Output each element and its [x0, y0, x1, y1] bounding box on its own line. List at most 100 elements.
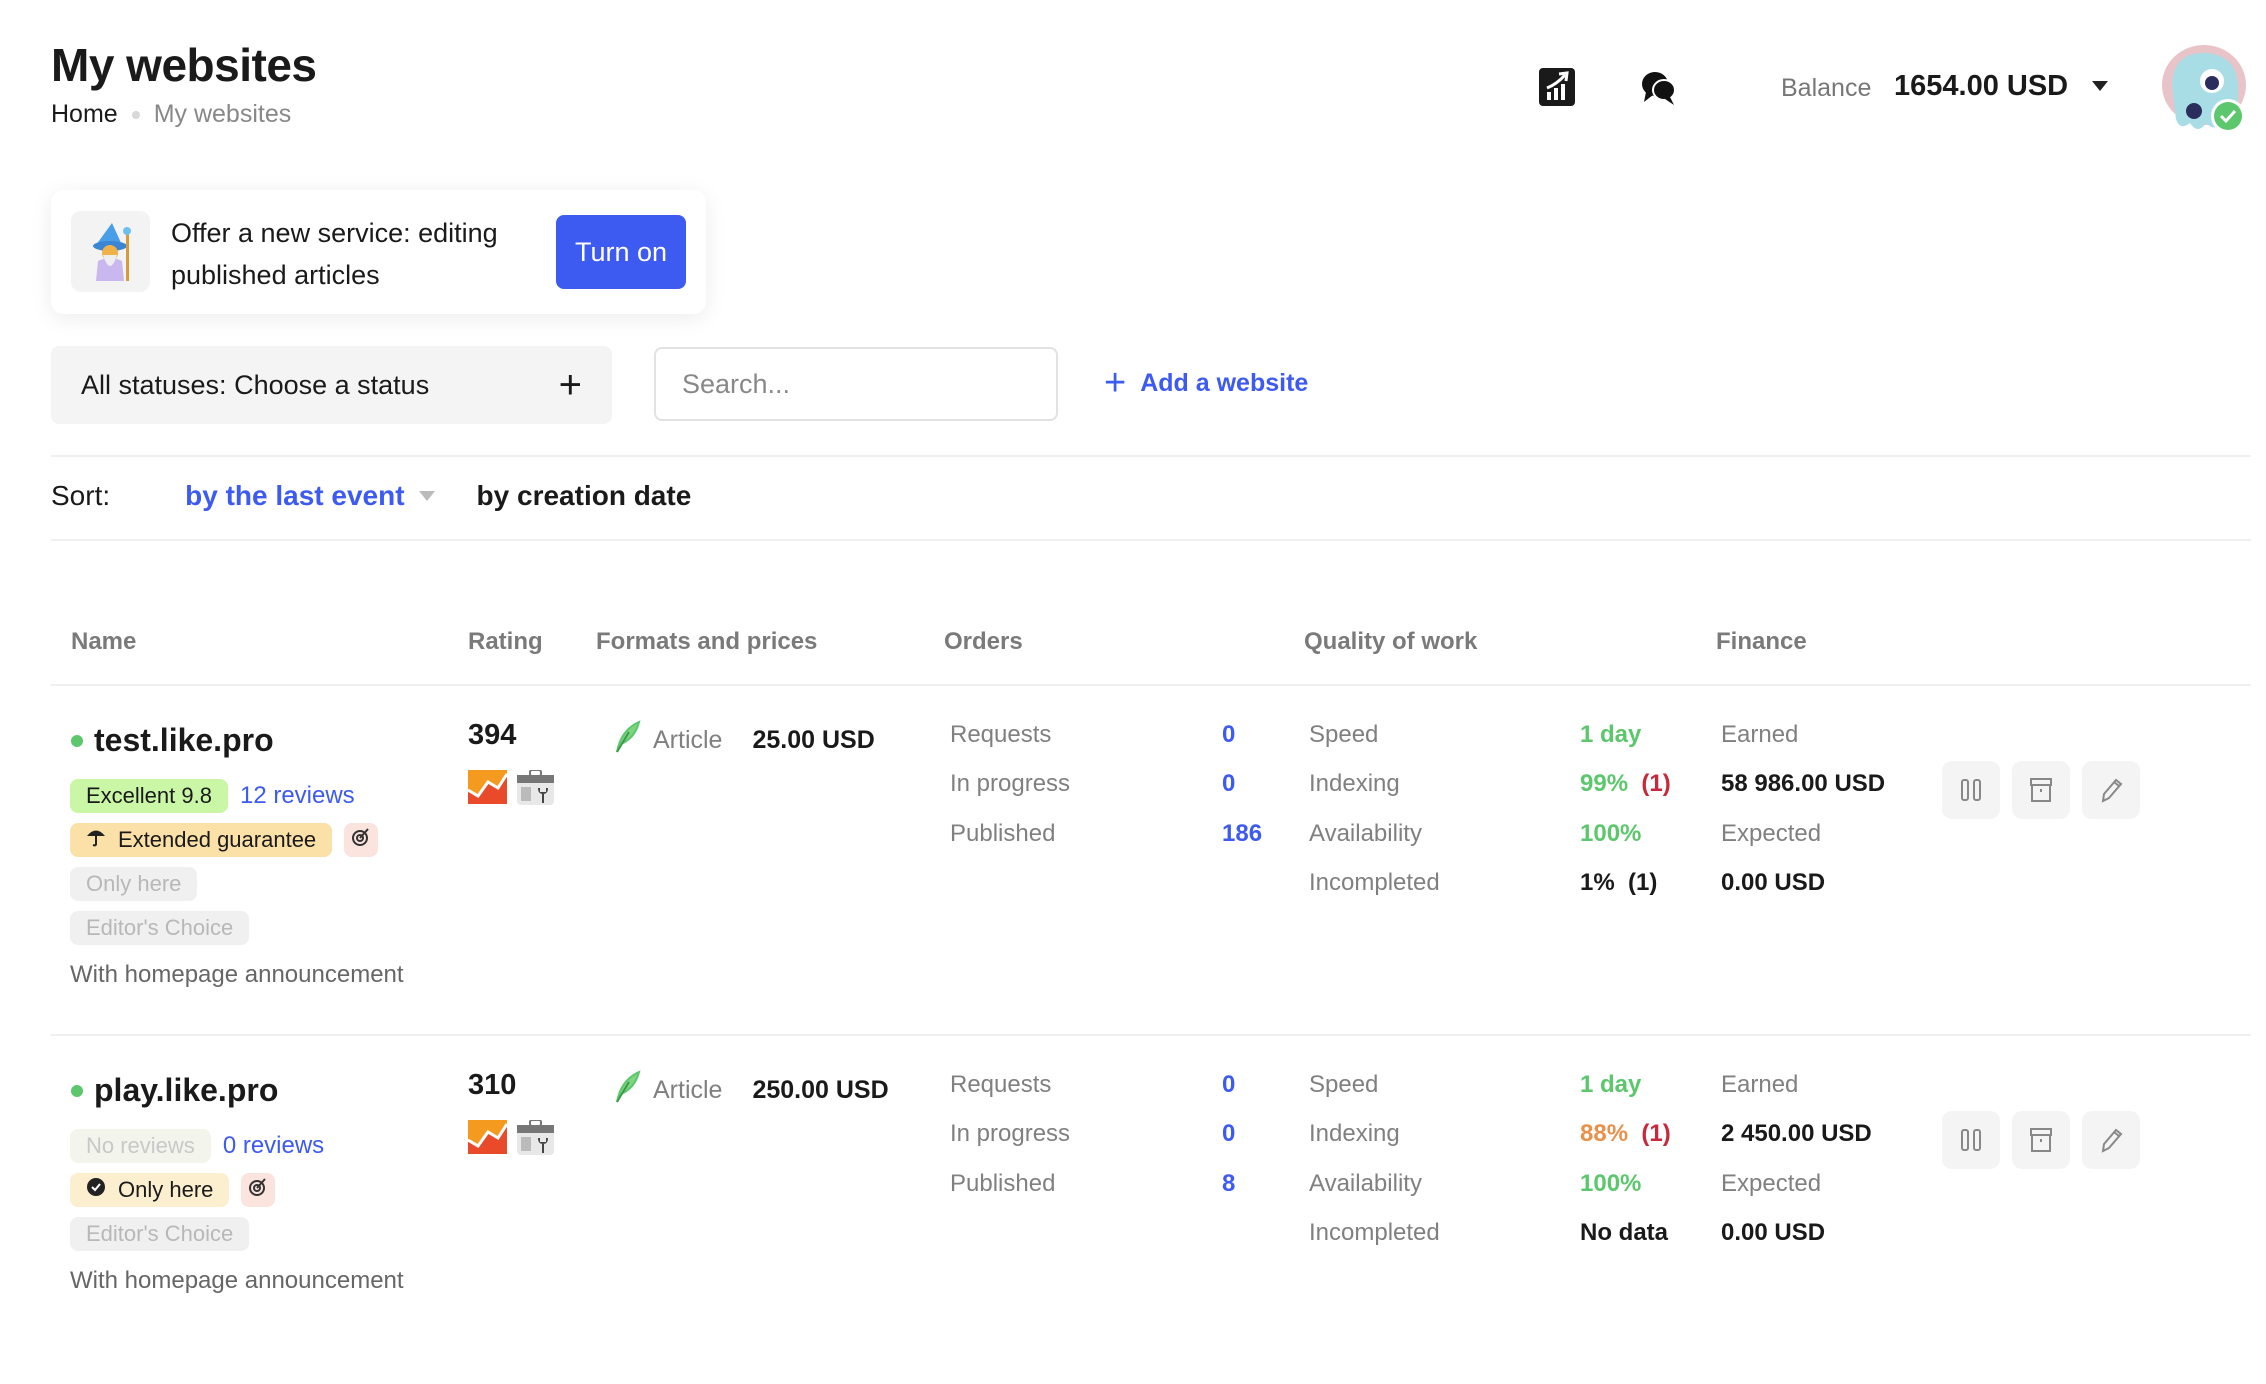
- breadcrumb-separator: [131, 110, 140, 119]
- status-filter[interactable]: All statuses: Choose a status +: [51, 346, 612, 424]
- wizard-icon: [71, 211, 150, 292]
- orders-published-label: Published: [950, 820, 1056, 847]
- only-here-badge: Only here: [70, 867, 198, 901]
- promo-text: Offer a new service: editing published a…: [171, 218, 498, 290]
- chat-icon[interactable]: [1640, 70, 1678, 111]
- availability-value: 100%: [1580, 820, 1642, 847]
- breadcrumb-home[interactable]: Home: [51, 100, 118, 128]
- orders-in-progress-value[interactable]: 0: [1222, 770, 1236, 797]
- site-name[interactable]: play.like.pro: [94, 1072, 279, 1108]
- search-input[interactable]: [654, 347, 1058, 421]
- guarantee-badge: Extended guarantee: [70, 823, 333, 857]
- orders-requests-label: Requests: [950, 1071, 1052, 1098]
- availability-value: 100%: [1580, 1170, 1642, 1197]
- homepage-announcement: With homepage announcement: [70, 1267, 404, 1294]
- table-row: test.like.pro Excellent 9.8 12 reviews E…: [0, 684, 2266, 1034]
- balance-label: Balance: [1781, 74, 1872, 102]
- target-badge: [344, 823, 379, 857]
- expected-value: 0.00 USD: [1721, 869, 1826, 896]
- divider: [51, 1034, 2251, 1036]
- pause-button[interactable]: [1942, 1111, 2000, 1169]
- analytics-icon[interactable]: [467, 1120, 509, 1161]
- earned-value: 2 450.00 USD: [1721, 1120, 1872, 1147]
- turn-on-button[interactable]: Turn on: [556, 215, 686, 289]
- indexing-value: 99%: [1580, 770, 1629, 797]
- indexing-count: (1): [1641, 1120, 1671, 1147]
- edit-button[interactable]: [2082, 1111, 2140, 1169]
- edit-button[interactable]: [2082, 761, 2140, 819]
- reviews-link[interactable]: 12 reviews: [239, 782, 355, 809]
- add-website-label: Add a website: [1140, 368, 1309, 397]
- add-website-button[interactable]: + Add a website: [1104, 364, 1308, 402]
- orders-published-value[interactable]: 186: [1222, 820, 1263, 847]
- sort-label: Sort:: [51, 480, 111, 511]
- pencil-icon: [2101, 778, 2123, 803]
- archive-button[interactable]: [2012, 1111, 2070, 1169]
- sort-by-last-event[interactable]: by the last event: [185, 480, 405, 511]
- webmaster-tools-icon[interactable]: [516, 1119, 555, 1161]
- divider: [51, 539, 2251, 541]
- format-name: Article: [653, 726, 723, 754]
- orders-requests-value[interactable]: 0: [1222, 721, 1236, 748]
- rating-badge: Excellent 9.8: [70, 779, 228, 813]
- incompleted-label: Incompleted: [1309, 869, 1440, 896]
- editors-choice-badge: Editor's Choice: [70, 911, 250, 945]
- column-header-name: Name: [71, 628, 137, 655]
- site-name[interactable]: test.like.pro: [94, 722, 274, 758]
- expected-label: Expected: [1721, 1170, 1822, 1197]
- statistics-icon[interactable]: [1539, 68, 1575, 111]
- rating-value: 394: [468, 719, 517, 751]
- webmaster-tools-icon[interactable]: [516, 769, 555, 811]
- column-header-finance: Finance: [1716, 628, 1807, 655]
- sort-bar: Sort: by the last event by creation date: [51, 480, 691, 512]
- pencil-icon: [2101, 1128, 2123, 1153]
- badges: Excellent 9.8 12 reviews Extended guaran…: [70, 779, 404, 989]
- avatar[interactable]: [2160, 43, 2248, 135]
- divider: [51, 684, 2251, 686]
- promo-card: Offer a new service: editing published a…: [51, 190, 706, 314]
- column-header-quality: Quality of work: [1304, 628, 1478, 655]
- orders-published-value[interactable]: 8: [1222, 1170, 1236, 1197]
- orders-in-progress-value[interactable]: 0: [1222, 1120, 1236, 1147]
- reviews-link[interactable]: 0 reviews: [222, 1132, 325, 1159]
- analytics-icon[interactable]: [467, 770, 509, 811]
- speed-label: Speed: [1309, 721, 1379, 748]
- sort-direction-icon[interactable]: [418, 491, 435, 501]
- indexing-value: 88%: [1580, 1120, 1629, 1147]
- plus-icon: +: [558, 363, 582, 407]
- indexing-label: Indexing: [1309, 770, 1400, 797]
- earned-value: 58 986.00 USD: [1721, 770, 1886, 797]
- pause-icon: [1961, 779, 1981, 801]
- breadcrumb-current: My websites: [153, 100, 292, 128]
- table-row: play.like.pro No reviews 0 reviews Only …: [0, 1034, 2266, 1384]
- earned-label: Earned: [1721, 721, 1799, 748]
- archive-icon: [2030, 1128, 2052, 1152]
- expected-value: 0.00 USD: [1721, 1219, 1826, 1246]
- orders-published-label: Published: [950, 1170, 1056, 1197]
- orders-in-progress-label: In progress: [950, 1120, 1071, 1147]
- target-icon: [352, 827, 370, 853]
- column-header-formats: Formats and prices: [596, 628, 818, 655]
- balance-dropdown-icon[interactable]: [2092, 81, 2108, 91]
- indexing-label: Indexing: [1309, 1120, 1400, 1147]
- incompleted-label: Incompleted: [1309, 1219, 1440, 1246]
- feather-icon: [613, 720, 641, 761]
- column-header-rating: Rating: [468, 628, 543, 655]
- homepage-announcement: With homepage announcement: [70, 961, 404, 988]
- target-icon: [249, 1177, 267, 1203]
- sort-by-creation-date[interactable]: by creation date: [476, 480, 692, 511]
- rating-value: 310: [468, 1069, 517, 1101]
- pause-button[interactable]: [1942, 761, 2000, 819]
- orders-requests-value[interactable]: 0: [1222, 1071, 1236, 1098]
- status-filter-value: Choose a status: [234, 369, 430, 400]
- target-badge: [241, 1173, 276, 1207]
- rating-badge: No reviews: [70, 1129, 211, 1163]
- archive-button[interactable]: [2012, 761, 2070, 819]
- incompleted-value: No data: [1580, 1219, 1669, 1246]
- availability-label: Availability: [1309, 1170, 1422, 1197]
- umbrella-icon: [86, 827, 106, 853]
- column-header-orders: Orders: [944, 628, 1023, 655]
- expected-label: Expected: [1721, 820, 1822, 847]
- balance-value[interactable]: 1654.00 USD: [1894, 70, 2069, 102]
- format-price: 250.00 USD: [752, 1076, 889, 1104]
